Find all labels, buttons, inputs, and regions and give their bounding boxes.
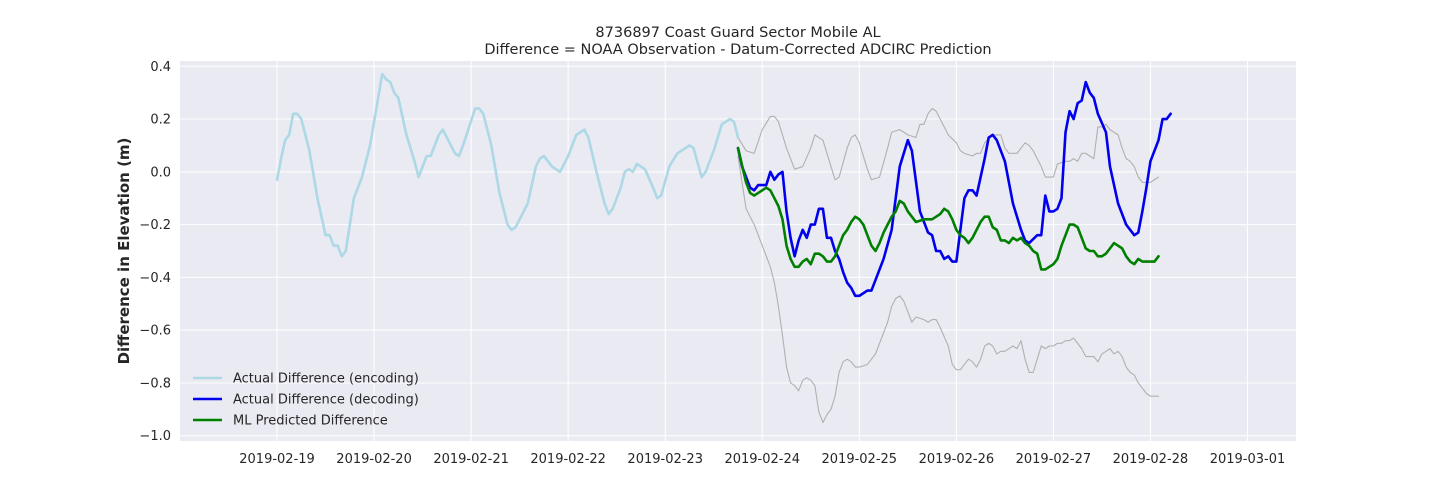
y-tick-label: −0.2: [139, 218, 171, 233]
plot-area: [180, 61, 1296, 441]
x-tick-label: 2019-02-26: [919, 452, 995, 467]
y-tick-label: 0.0: [150, 165, 171, 180]
legend-label-predicted: ML Predicted Difference: [233, 414, 388, 429]
x-tick-label: 2019-02-24: [724, 452, 800, 467]
y-axis-label: Difference in Elevation (m): [115, 138, 133, 365]
x-tick-label: 2019-02-23: [627, 452, 703, 467]
series-line-lower-bound: [737, 155, 1160, 424]
x-tick-label: 2019-02-27: [1016, 452, 1092, 467]
x-tick-label: 2019-03-01: [1210, 452, 1286, 467]
legend-label-decoding: Actual Difference (decoding): [233, 393, 419, 408]
y-tick-label: −1.0: [139, 429, 171, 444]
series-line-predicted: [736, 146, 1160, 271]
y-tick-label: 0.4: [150, 60, 171, 75]
y-tick-label: −0.8: [139, 376, 171, 391]
chart-title: 8736897 Coast Guard Sector Mobile AL: [595, 25, 880, 41]
legend-label-encoding: Actual Difference (encoding): [233, 372, 419, 387]
series-line-encoding: [275, 72, 740, 258]
x-tick-label: 2019-02-28: [1113, 452, 1189, 467]
x-tick-label: 2019-02-19: [239, 452, 315, 467]
y-tick-label: −0.4: [139, 271, 171, 286]
gridlines: [180, 61, 1296, 441]
x-tick-label: 2019-02-25: [822, 452, 898, 467]
y-tick-label: 0.2: [150, 113, 171, 128]
series-line-upper-bound: [737, 107, 1160, 183]
chart-subtitle: Difference = NOAA Observation - Datum-Co…: [484, 42, 991, 58]
x-tick-labels: 2019-02-19 2019-02-20 2019-02-21 2019-02-22…: [239, 452, 1285, 467]
legend: Actual Difference (encoding) Actual Diffe…: [193, 372, 419, 429]
y-tick-label: −0.6: [139, 324, 171, 339]
x-tick-label: 2019-02-22: [530, 452, 606, 467]
x-tick-label: 2019-02-21: [433, 452, 509, 467]
series-lines: [275, 72, 1172, 424]
y-tick-labels: 0.4 0.2 0.0 −0.2 −0.4 −0.6 −0.8 −1.0: [139, 60, 171, 444]
x-tick-label: 2019-02-20: [336, 452, 412, 467]
series-line-decoding: [736, 80, 1172, 298]
